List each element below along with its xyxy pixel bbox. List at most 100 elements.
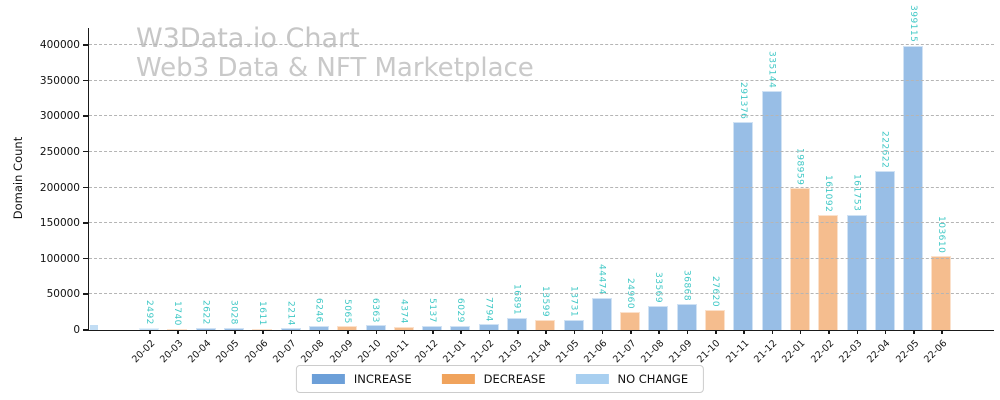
bar-slot-20-10: 6363 20-10 (356, 28, 389, 365)
x-tick-label-20-11: 20-11 (384, 338, 412, 366)
y-tick-mark (83, 150, 88, 153)
bar-slot-21-03: 16891 21-03 (497, 28, 531, 365)
legend-item-no_change: NO CHANGE (575, 372, 688, 386)
bar-slot-21-02: 7794 21-02 (469, 28, 503, 365)
bar-21-10-decrease (705, 310, 726, 330)
bar-slot-21-09: 36868 21-09 (667, 28, 701, 365)
bar-value-label-20-12: 5137 (426, 298, 437, 324)
x-tick-mark (884, 330, 887, 334)
bar-value-label-20-09: 5065 (341, 298, 352, 324)
x-tick-mark (432, 330, 434, 334)
y-tick-label-200000: 200000 (39, 181, 80, 194)
gridline-y-50000 (89, 293, 994, 295)
x-tick-mark (488, 330, 491, 334)
bar-20-04-increase (195, 328, 216, 330)
y-tick-label-50000: 50000 (46, 288, 80, 301)
bar-slot-21-11: 291376 21-11 (724, 28, 757, 365)
x-tick-mark (856, 330, 859, 334)
bar-21-08-increase (648, 306, 669, 330)
legend-label-decrease: DECREASE (483, 372, 546, 386)
gridline-y-150000 (89, 222, 994, 224)
bar-20-06-decrease (252, 328, 273, 330)
x-tick-mark (658, 330, 660, 334)
y-tick-label-150000: 150000 (39, 217, 80, 230)
bar-value-label-21-09: 36868 (681, 269, 692, 301)
x-tick-mark (517, 330, 519, 334)
bar-slot-20-08: 6246 20-08 (299, 28, 333, 365)
y-tick-mark (83, 44, 88, 46)
x-tick-mark (771, 330, 774, 334)
x-tick-mark (573, 330, 576, 334)
gridline-y-400000 (89, 44, 994, 45)
bar-value-label-22-03: 161753 (851, 174, 862, 212)
bar-value-label-20-03: 1740 (172, 300, 183, 326)
x-tick-mark (545, 330, 547, 334)
y-tick-mark (83, 186, 88, 188)
bar-20-07-increase (280, 328, 301, 330)
x-tick-mark (913, 330, 915, 334)
bar-slot-20-12: 5137 20-12 (413, 28, 446, 365)
bar-value-label-21-02: 7794 (483, 296, 494, 322)
x-tick-label-20-12: 20-12 (412, 338, 440, 366)
x-tick-mark (601, 330, 604, 334)
x-tick-mark (941, 330, 943, 334)
bar-slot-20-04: 2622 20-04 (186, 28, 220, 365)
x-tick-mark (460, 330, 462, 334)
x-tick-label-20-09: 20-09 (327, 338, 356, 366)
x-tick-label-21-04: 21-04 (525, 338, 554, 366)
origin-bar-artifact (90, 325, 98, 330)
x-tick-label-22-06: 22-06 (921, 338, 950, 366)
bar-slot-20-11: 4374 20-11 (384, 28, 418, 365)
x-tick-label-21-08: 21-08 (638, 338, 667, 366)
x-tick-mark (149, 330, 151, 334)
bar-21-03-increase (507, 317, 527, 330)
x-tick-mark (262, 330, 264, 334)
bar-22-03-increase (846, 214, 867, 330)
bar-21-01-increase (450, 325, 471, 330)
bar-value-label-21-03: 16891 (511, 283, 522, 315)
x-tick-label-21-12: 21-12 (752, 338, 780, 366)
x-tick-label-21-05: 21-05 (554, 338, 582, 366)
x-tick-label-21-02: 21-02 (469, 338, 497, 366)
bar-20-11-decrease (393, 326, 414, 330)
x-tick-mark (318, 330, 321, 334)
legend-label-no_change: NO CHANGE (617, 372, 689, 386)
bar-value-label-21-04: 13599 (539, 286, 550, 318)
bar-20-10-increase (365, 325, 386, 330)
legend-swatch-increase (311, 374, 345, 384)
y-tick-label-100000: 100000 (39, 252, 80, 265)
bar-22-01-decrease (789, 188, 810, 330)
bar-slot-20-05: 3028 20-05 (215, 28, 248, 365)
gridline-y-350000 (89, 79, 994, 81)
x-tick-label-20-03: 20-03 (157, 338, 186, 366)
x-tick-label-22-04: 22-04 (865, 338, 893, 366)
bar-22-06-decrease (931, 256, 952, 330)
x-tick-label-22-05: 22-05 (893, 338, 921, 366)
x-tick-label-21-03: 21-03 (497, 338, 525, 366)
y-tick-mark (83, 115, 88, 117)
bar-value-label-20-11: 4374 (398, 298, 409, 324)
x-tick-label-20-10: 20-10 (356, 338, 384, 366)
bar-20-12-increase (422, 326, 443, 330)
bar-slot-22-06: 103610 22-06 (922, 28, 955, 365)
bar-value-label-20-10: 6363 (370, 297, 381, 323)
x-tick-label-21-11: 21-11 (723, 338, 752, 366)
x-tick-label-20-06: 20-06 (242, 338, 271, 366)
bar-slot-22-02: 161092 22-02 (809, 28, 842, 365)
legend-label-increase: INCREASE (353, 372, 412, 386)
x-tick-mark (743, 330, 745, 334)
plot-area: 2492 20-02 1740 20-03 2622 20-04 3028 20-05 1611… (40, 5, 994, 365)
bar-21-07-decrease (620, 312, 641, 330)
bar-slot-21-07: 24960 21-07 (611, 28, 644, 365)
gridline-y-200000 (89, 186, 994, 188)
bar-slot-21-12: 335144 21-12 (752, 28, 786, 365)
bar-slot-21-01: 6029 21-01 (441, 28, 474, 365)
x-tick-label-20-04: 20-04 (186, 338, 214, 366)
legend-item-increase: INCREASE (311, 372, 412, 386)
bar-value-label-22-05: 399115 (907, 5, 918, 43)
bar-slot-21-10: 27620 21-10 (696, 28, 729, 365)
x-tick-label-20-08: 20-08 (299, 338, 327, 366)
bar-21-09-increase (676, 303, 697, 330)
x-tick-label-22-02: 22-02 (808, 338, 837, 366)
y-tick-label-0: 0 (73, 324, 80, 336)
